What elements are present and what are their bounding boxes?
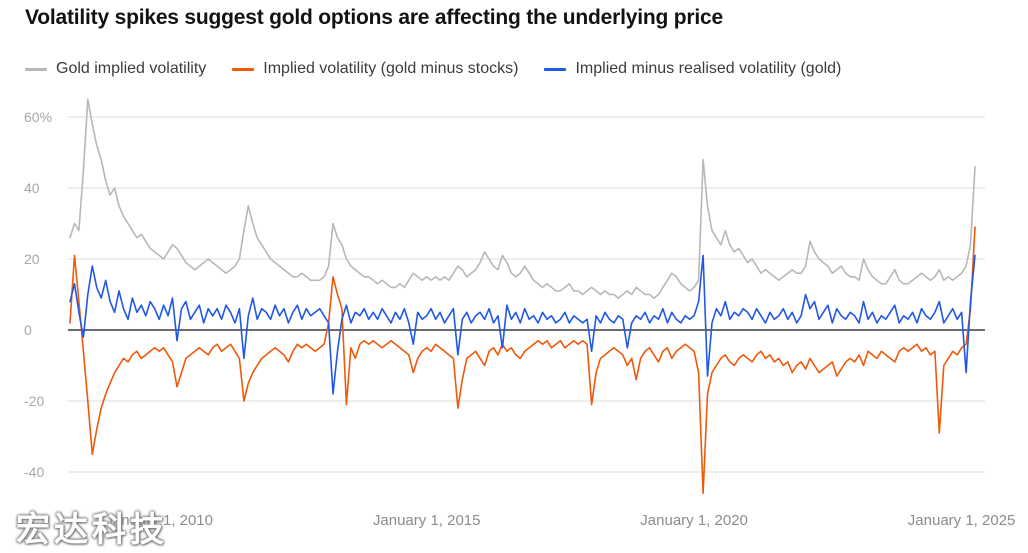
x-axis-tick-label: January 1, 2010	[105, 512, 213, 529]
y-axis-tick-label: 20	[24, 251, 40, 267]
legend-swatch-gray-icon	[25, 67, 47, 71]
legend-label-gold-implied-volatility: Gold implied volatility	[56, 60, 207, 77]
x-axis-tick-label: January 1, 2025	[908, 512, 1016, 529]
y-axis-tick-label: 60%	[24, 109, 52, 125]
legend-swatch-blue-icon	[544, 67, 567, 71]
legend-swatch-orange-icon	[232, 67, 255, 71]
chart-title: Volatility spikes suggest gold options a…	[25, 6, 723, 29]
x-axis-tick-label: January 1, 2015	[373, 512, 481, 529]
watermark: 宏达科技	[16, 511, 168, 549]
y-axis-tick-label: -40	[24, 464, 44, 480]
legend-label-implied-minus-realised-vol-gold: Implied minus realised volatility (gold)	[575, 60, 842, 77]
y-axis-tick-label: 40	[24, 180, 40, 196]
legend-item-implied-vol-gold-minus-stocks: Implied volatility (gold minus stocks)	[232, 60, 518, 78]
legend-item-implied-minus-realised-vol-gold: Implied minus realised volatility (gold)	[544, 60, 841, 78]
x-axis-tick-label: January 1, 2020	[640, 512, 748, 529]
volatility-line-chart: 60% 40 20 0 -20 -40 January 1, 2010 January 1, …	[24, 98, 1016, 529]
series-implied-volatility-gold-minus-stocks	[69, 226, 976, 495]
series-implied-minus-realised-volatility-gold	[69, 254, 976, 395]
legend-label-implied-vol-gold-minus-stocks: Implied volatility (gold minus stocks)	[263, 60, 519, 77]
y-axis-tick-label: -20	[24, 393, 44, 409]
y-axis-tick-label: 0	[24, 322, 32, 338]
legend-item-gold-implied-volatility: Gold implied volatility	[25, 60, 206, 78]
series-gold-implied-volatility	[69, 98, 976, 299]
chart-legend: Gold implied volatility Implied volatili…	[25, 60, 841, 78]
